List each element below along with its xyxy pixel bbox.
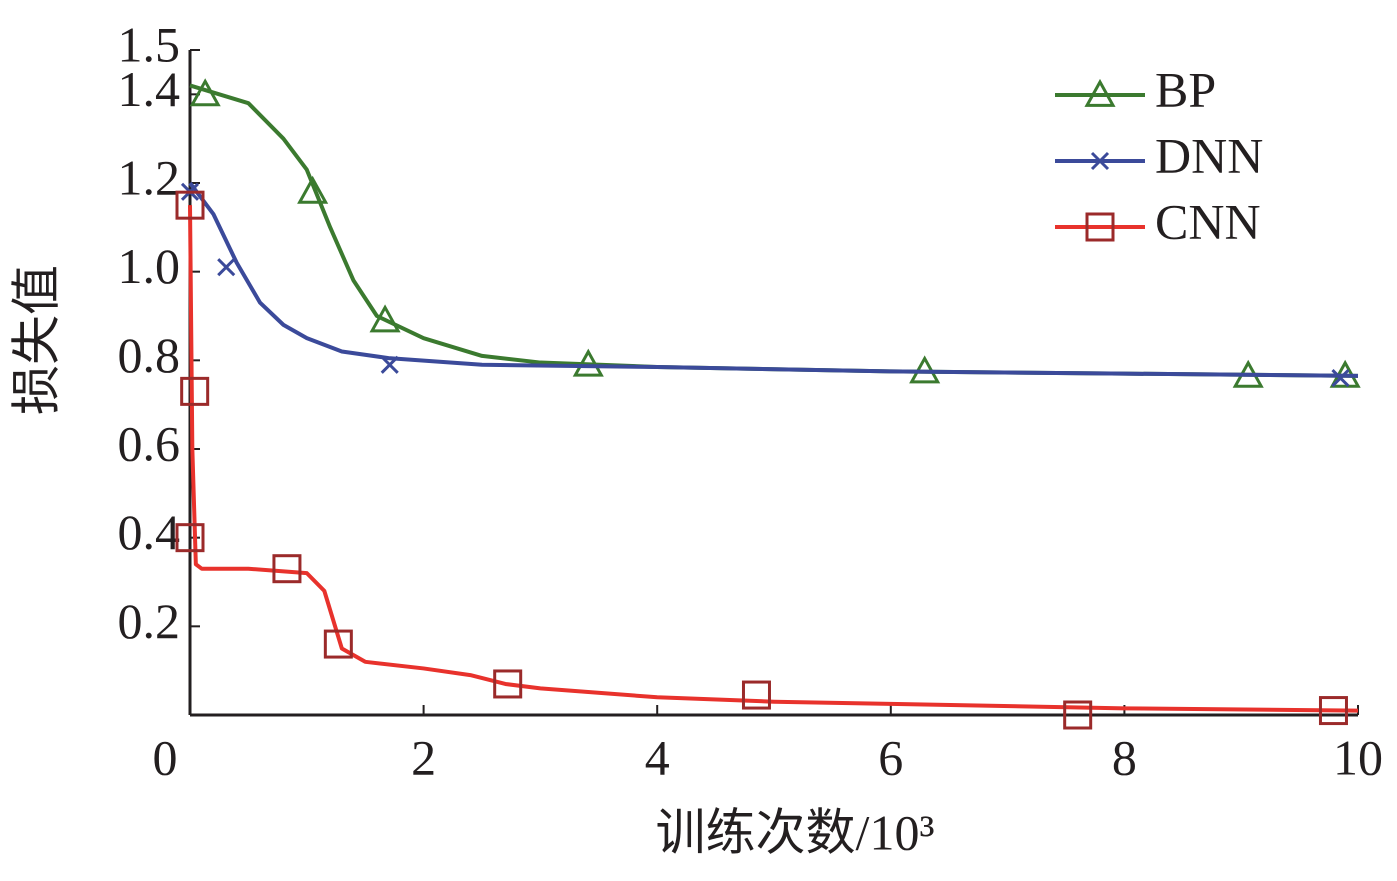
y-tick-label: 0.4 xyxy=(118,504,181,560)
marker xyxy=(1318,696,1348,726)
x-tick-label: 2 xyxy=(411,729,436,785)
y-tick-label: 1.5 xyxy=(118,16,181,72)
x-tick-label: 0 xyxy=(153,729,178,785)
marker xyxy=(741,680,771,710)
y-tick-label: 1.2 xyxy=(118,149,181,205)
y-tick-label: 1.0 xyxy=(118,238,181,294)
marker xyxy=(1063,700,1093,730)
y-tick-label: 1.4 xyxy=(118,61,181,117)
marker xyxy=(1331,369,1350,388)
marker xyxy=(369,304,401,333)
marker xyxy=(572,348,604,377)
marker xyxy=(297,175,329,204)
series-line xyxy=(188,205,1359,713)
x-axis-label: 训练次数/10³ xyxy=(656,804,935,860)
legend-marker xyxy=(1084,78,1116,107)
marker xyxy=(175,523,205,553)
marker xyxy=(175,190,205,220)
marker xyxy=(180,376,210,406)
legend-label: DNN xyxy=(1155,127,1263,183)
x-tick-label: 8 xyxy=(1112,729,1137,785)
y-axis-label: 损失值 xyxy=(8,265,64,415)
x-tick-label: 6 xyxy=(878,729,903,785)
legend-marker xyxy=(1085,212,1115,242)
legend-marker xyxy=(1090,151,1110,171)
marker xyxy=(272,554,302,584)
y-tick-label: 0.2 xyxy=(118,593,181,649)
legend-label: CNN xyxy=(1155,193,1261,249)
y-tick-label: 0.8 xyxy=(118,327,181,383)
marker xyxy=(217,258,236,277)
series-line xyxy=(188,181,1359,378)
y-tick-label: 0.6 xyxy=(118,415,181,471)
marker xyxy=(493,669,523,699)
marker xyxy=(323,629,353,659)
legend-label: BP xyxy=(1155,61,1216,117)
marker xyxy=(380,355,399,374)
x-tick-label: 4 xyxy=(645,729,670,785)
x-tick-label: 10 xyxy=(1333,729,1383,785)
marker xyxy=(189,78,221,107)
